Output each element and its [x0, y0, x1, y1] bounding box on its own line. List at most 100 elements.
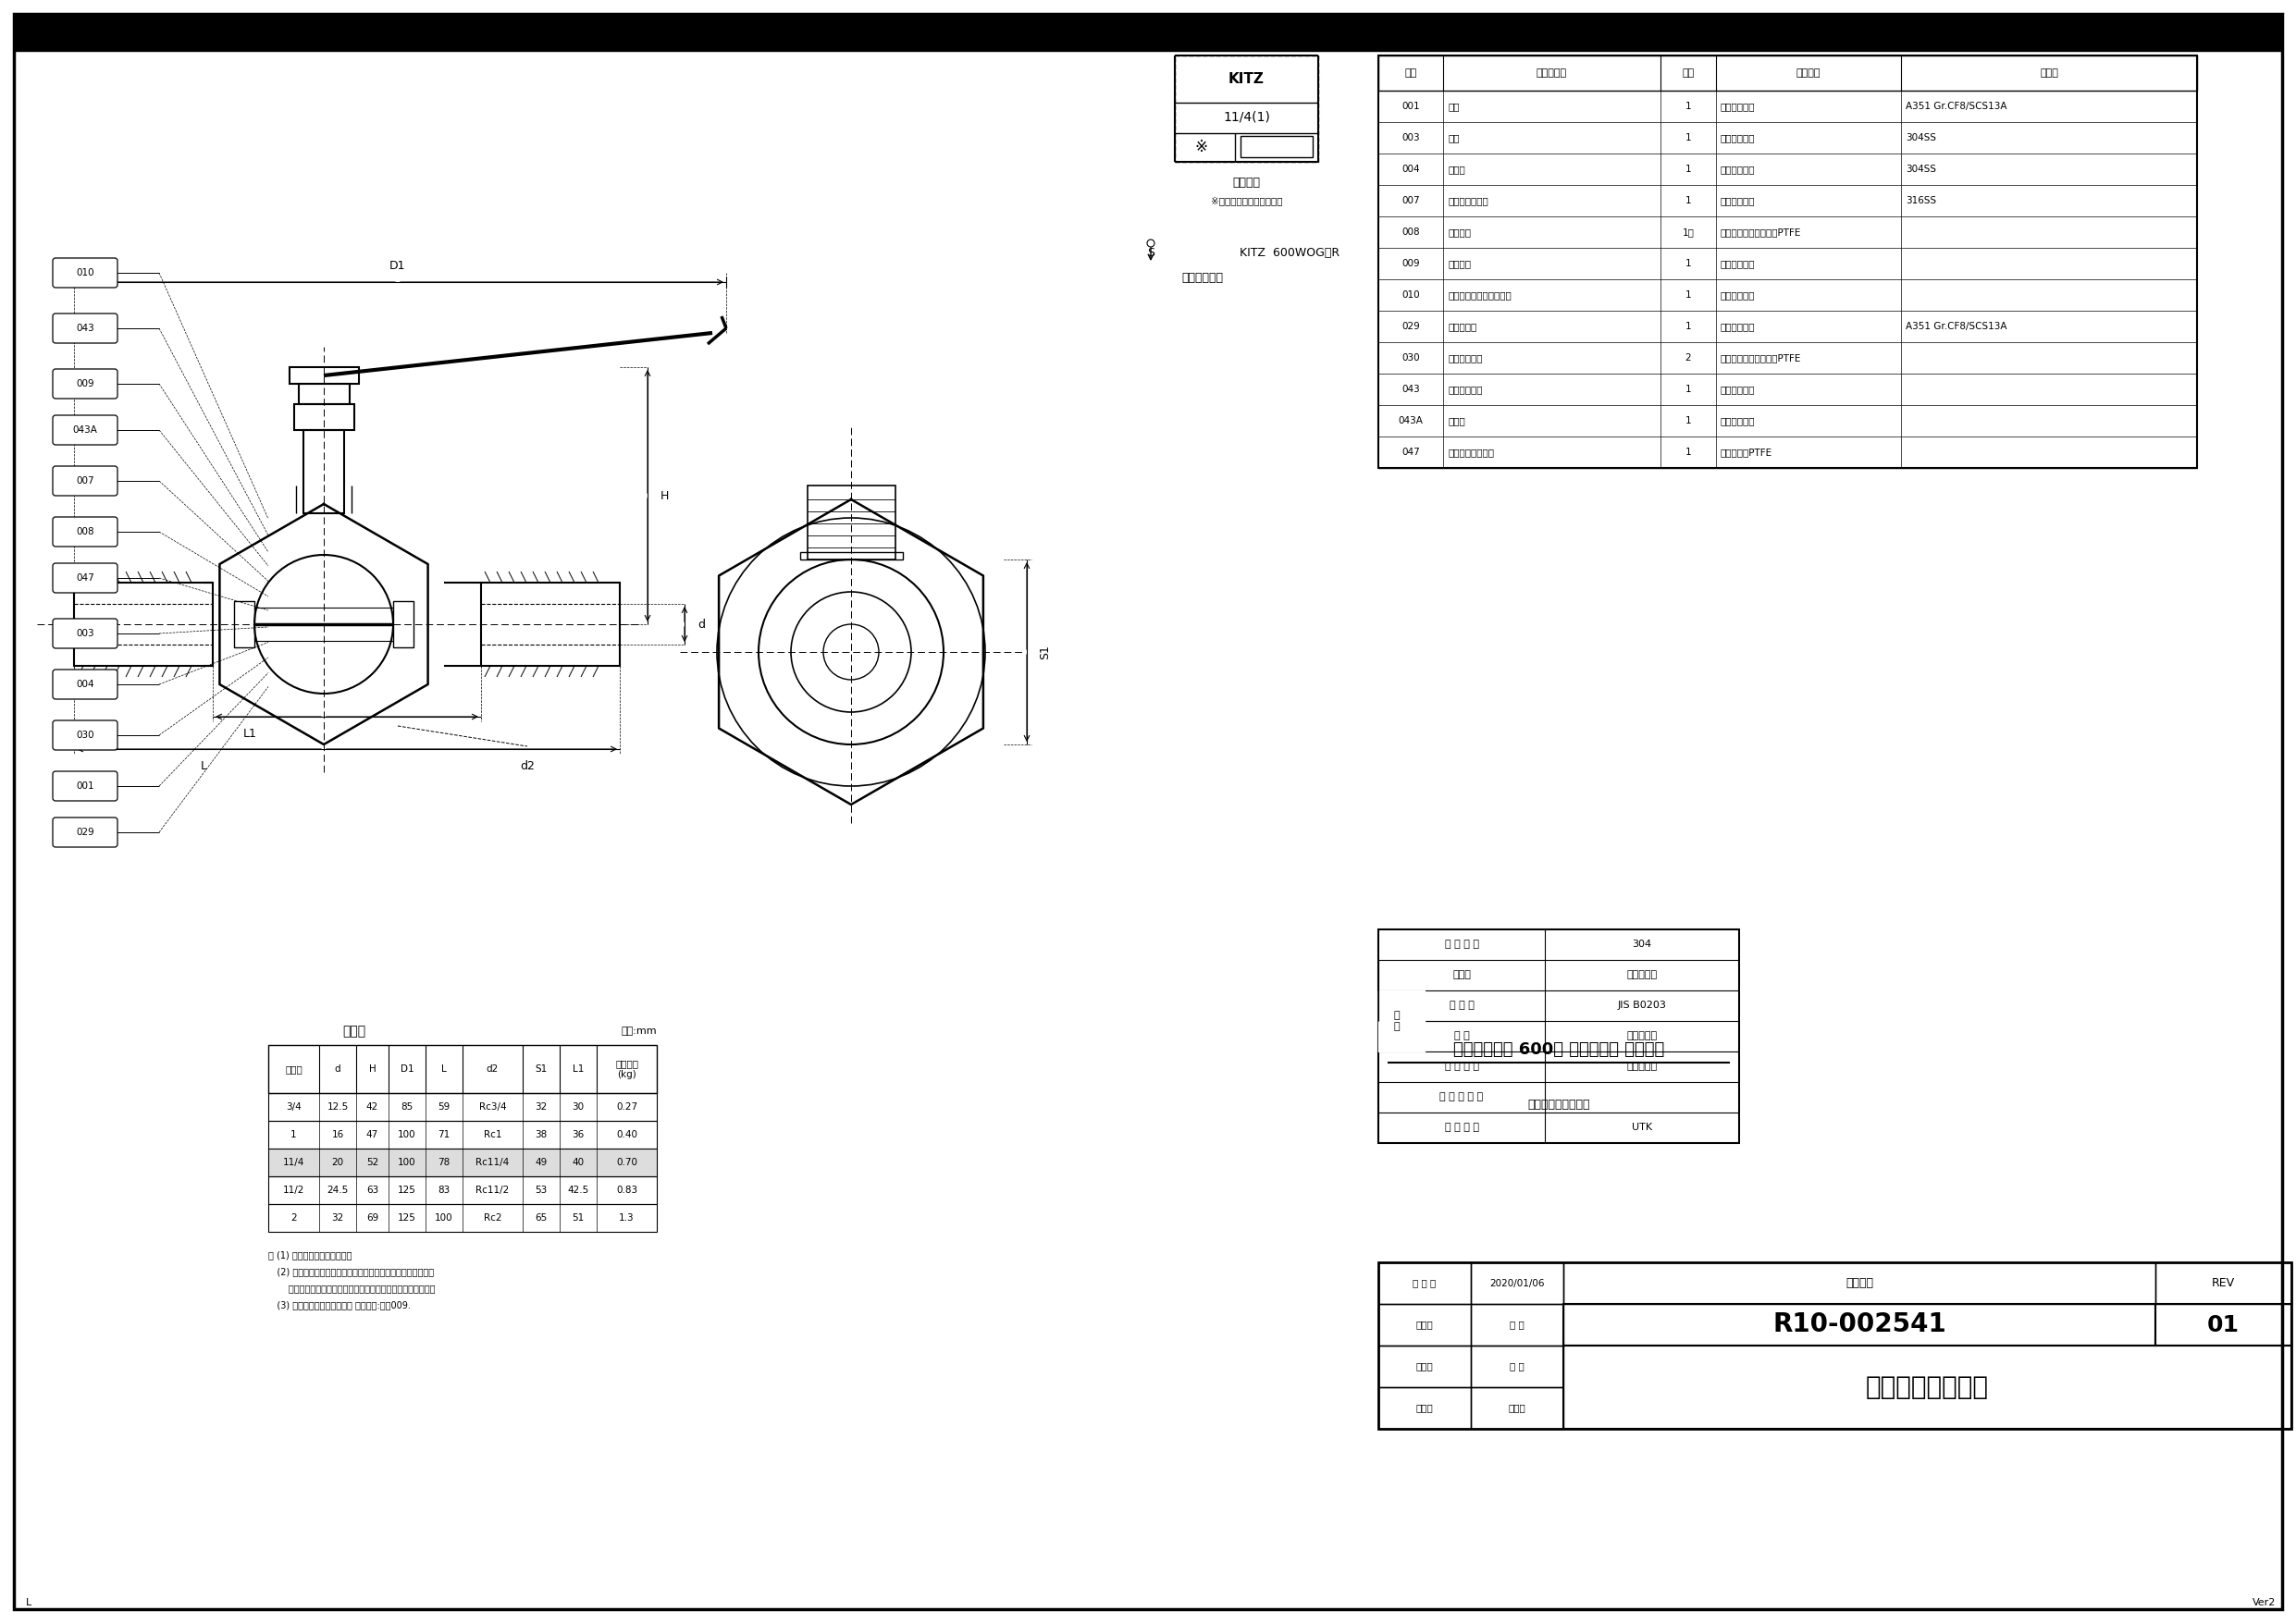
Bar [2156, 1263, 2291, 1303]
Text: 004: 004 [1401, 164, 1419, 174]
Text: 本体表示: 本体表示 [1233, 177, 1261, 188]
Bar [799, 552, 902, 560]
Text: 本 体 表 示: 本 体 表 示 [1444, 940, 1479, 949]
Text: キッツ標準: キッツ標準 [1626, 971, 1658, 980]
Text: 1: 1 [1685, 196, 1692, 204]
Text: ステンレス鋼: ステンレス鋼 [1720, 164, 1756, 174]
Text: S1: S1 [535, 1065, 546, 1074]
Text: ステンレス鋼: ステンレス鋼 [1720, 415, 1756, 425]
Text: 30: 30 [572, 1102, 583, 1112]
FancyBboxPatch shape [53, 771, 117, 800]
Bar [1378, 55, 2197, 91]
Bar [1472, 1388, 1564, 1428]
Text: 009: 009 [1401, 260, 1419, 268]
Text: 製 品 コ ー ド: 製 品 コ ー ド [1440, 1092, 1483, 1102]
FancyBboxPatch shape [53, 818, 117, 847]
Text: 59: 59 [439, 1102, 450, 1112]
Text: グラスファイバー入りPTFE: グラスファイバー入りPTFE [1720, 227, 1802, 237]
Text: ※: ※ [1194, 138, 1208, 156]
Text: 043: 043 [76, 323, 94, 333]
Text: A351 Gr.CF8/SCS13A: A351 Gr.CF8/SCS13A [1906, 321, 2007, 331]
Text: 承　認: 承 認 [1417, 1319, 1433, 1329]
Text: H: H [659, 490, 668, 502]
Text: 単位:mm: 単位:mm [620, 1026, 657, 1035]
Text: 1: 1 [1685, 164, 1692, 174]
Bar [1378, 1345, 1472, 1388]
Text: 030: 030 [1401, 354, 1419, 362]
Text: 充填材入りPTFE: 充填材入りPTFE [1720, 448, 1773, 456]
Text: ステンレス鋼: ステンレス鋼 [1720, 133, 1756, 143]
Bar [269, 1045, 657, 1094]
Text: 寸法表: 寸法表 [342, 1024, 365, 1037]
Text: 36: 36 [572, 1130, 583, 1139]
Text: 株式会社　キッツ: 株式会社 キッツ [1867, 1375, 1988, 1401]
Text: d2: d2 [519, 760, 535, 771]
Text: 125: 125 [397, 1185, 416, 1195]
Text: 2: 2 [1685, 354, 1692, 362]
Bar [1472, 1303, 1564, 1345]
Text: 52: 52 [365, 1157, 379, 1167]
Bar [1564, 1303, 2156, 1345]
Text: 043: 043 [1401, 385, 1419, 394]
Bar [269, 1094, 657, 1121]
Text: 2020/01/06: 2020/01/06 [1490, 1279, 1545, 1287]
Text: 24.5: 24.5 [326, 1185, 349, 1195]
Text: d: d [698, 618, 705, 630]
Text: 030: 030 [76, 730, 94, 740]
Text: キッツ標準: キッツ標準 [1626, 1032, 1658, 1040]
Text: 043A: 043A [1398, 415, 1424, 425]
Text: 008: 008 [76, 527, 94, 536]
Text: パッキン押さえ: パッキン押さえ [1449, 196, 1488, 204]
Text: 1: 1 [1685, 385, 1692, 394]
Text: 83: 83 [439, 1185, 450, 1195]
Text: L1: L1 [243, 727, 257, 740]
FancyBboxPatch shape [53, 466, 117, 495]
Text: 047: 047 [1401, 448, 1419, 456]
Text: 51: 51 [572, 1214, 583, 1222]
Text: 043A: 043A [73, 425, 96, 435]
Text: L: L [200, 760, 207, 771]
Bar [1378, 930, 1738, 1143]
Text: 029: 029 [76, 828, 94, 837]
Text: H: H [370, 1065, 377, 1074]
Text: 63: 63 [365, 1185, 379, 1195]
FancyBboxPatch shape [53, 415, 117, 445]
Text: インサート: インサート [1449, 321, 1476, 331]
Text: 仲 川: 仲 川 [1511, 1319, 1525, 1329]
FancyBboxPatch shape [53, 518, 117, 547]
Text: 007: 007 [1401, 196, 1419, 204]
Bar [1564, 1263, 2156, 1303]
Text: ステンレス鋼: ステンレス鋼 [1720, 291, 1756, 300]
Text: ハンドル: ハンドル [1449, 260, 1472, 268]
Text: キッツ標準: キッツ標準 [1626, 1061, 1658, 1071]
Text: ボールシート: ボールシート [1449, 354, 1483, 362]
Text: ボール: ボール [1449, 164, 1465, 174]
Text: 1: 1 [1685, 291, 1692, 300]
Bar [269, 1149, 657, 1177]
Text: ステンレス鋼: ステンレス鋼 [1720, 321, 1756, 331]
Text: 概算質量
(kg): 概算質量 (kg) [615, 1060, 638, 1079]
Bar [289, 367, 358, 383]
Text: ステンレス鋼: ステンレス鋼 [1720, 196, 1756, 204]
Text: 0.27: 0.27 [615, 1102, 638, 1112]
Text: 1: 1 [1685, 102, 1692, 110]
Text: 浅 野: 浅 野 [1511, 1362, 1525, 1371]
Text: 1: 1 [1685, 448, 1692, 456]
Text: 1: 1 [1685, 133, 1692, 143]
Text: 20: 20 [331, 1157, 344, 1167]
Text: 1: 1 [1685, 321, 1692, 331]
Text: 100: 100 [434, 1214, 452, 1222]
Text: D1: D1 [400, 1065, 413, 1074]
Bar [1176, 55, 1318, 162]
Text: (3) プラスチックカバー付き 対象部品:部番009.: (3) プラスチックカバー付き 対象部品:部番009. [269, 1300, 411, 1310]
Text: Rc2: Rc2 [484, 1214, 501, 1222]
Text: 316SS: 316SS [1906, 196, 1936, 204]
Text: 製　図: 製 図 [1417, 1404, 1433, 1412]
Text: 65: 65 [535, 1214, 546, 1222]
Text: L1: L1 [572, 1065, 583, 1074]
Text: 年 月 日: 年 月 日 [1412, 1279, 1437, 1287]
Text: 003: 003 [1401, 133, 1419, 143]
Text: 弁箱: 弁箱 [1449, 102, 1460, 110]
Text: 71: 71 [439, 1130, 450, 1139]
Text: L: L [25, 1599, 32, 1607]
